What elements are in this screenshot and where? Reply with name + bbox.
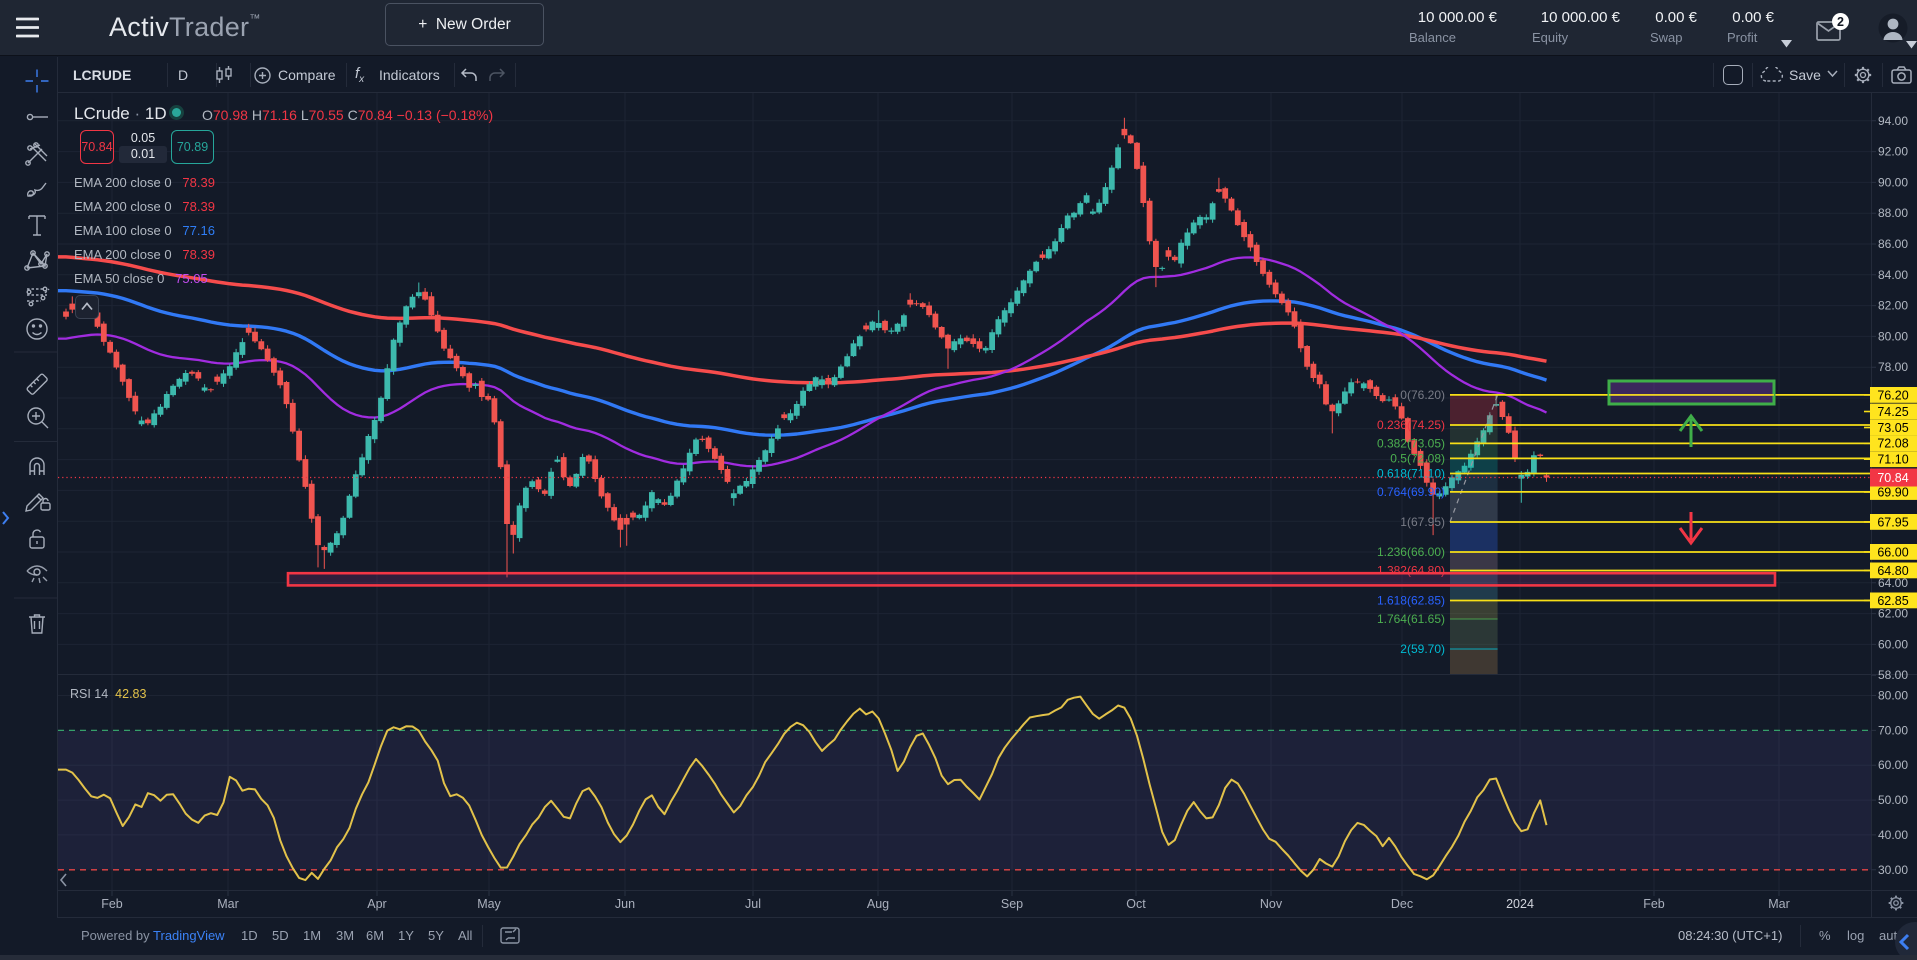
- svg-text:Dec: Dec: [1391, 897, 1413, 911]
- svg-text:0(76.20): 0(76.20): [1400, 388, 1445, 402]
- svg-text:70.84: 70.84: [1877, 471, 1908, 485]
- svg-text:70.00: 70.00: [1878, 723, 1908, 737]
- svg-text:Oct: Oct: [1126, 897, 1146, 911]
- svg-text:1.618(62.85): 1.618(62.85): [1377, 594, 1445, 608]
- svg-text:Mar: Mar: [1768, 897, 1790, 911]
- svg-text:76.20: 76.20: [1877, 388, 1908, 402]
- svg-text:0.5(72.08): 0.5(72.08): [1390, 451, 1445, 465]
- svg-text:2024: 2024: [1506, 897, 1534, 911]
- svg-text:92.00: 92.00: [1878, 145, 1908, 159]
- svg-text:62.85: 62.85: [1877, 594, 1908, 608]
- svg-text:Sep: Sep: [1001, 897, 1023, 911]
- svg-text:64.80: 64.80: [1877, 564, 1908, 578]
- svg-text:Jul: Jul: [745, 897, 761, 911]
- svg-text:1.236(66.00): 1.236(66.00): [1377, 545, 1445, 559]
- svg-text:72.08: 72.08: [1877, 437, 1908, 451]
- svg-text:69.90: 69.90: [1877, 485, 1908, 499]
- svg-text:74.25: 74.25: [1877, 405, 1908, 419]
- svg-text:Feb: Feb: [101, 897, 123, 911]
- svg-text:2(59.70): 2(59.70): [1400, 642, 1445, 656]
- svg-text:67.95: 67.95: [1877, 515, 1908, 529]
- svg-text:Aug: Aug: [867, 897, 889, 911]
- svg-text:Mar: Mar: [217, 897, 239, 911]
- svg-text:80.00: 80.00: [1878, 689, 1908, 703]
- svg-text:1(67.95): 1(67.95): [1400, 515, 1445, 529]
- svg-text:90.00: 90.00: [1878, 175, 1908, 189]
- svg-text:86.00: 86.00: [1878, 237, 1908, 251]
- svg-text:73.05: 73.05: [1877, 421, 1908, 435]
- svg-text:60.00: 60.00: [1878, 758, 1908, 772]
- svg-text:Jun: Jun: [615, 897, 635, 911]
- svg-text:71.10: 71.10: [1877, 453, 1908, 467]
- svg-text:82.00: 82.00: [1878, 299, 1908, 313]
- svg-text:0.236(74.25): 0.236(74.25): [1377, 418, 1445, 432]
- svg-text:94.00: 94.00: [1878, 114, 1908, 128]
- svg-text:40.00: 40.00: [1878, 828, 1908, 842]
- svg-text:2: 2: [1837, 15, 1844, 29]
- svg-text:88.00: 88.00: [1878, 206, 1908, 220]
- svg-text:May: May: [477, 897, 501, 911]
- svg-text:62.00: 62.00: [1878, 607, 1908, 621]
- svg-text:66.00: 66.00: [1877, 545, 1908, 559]
- svg-text:Nov: Nov: [1260, 897, 1283, 911]
- svg-text:64.00: 64.00: [1878, 576, 1908, 590]
- svg-text:50.00: 50.00: [1878, 793, 1908, 807]
- svg-text:58.00: 58.00: [1878, 668, 1908, 682]
- svg-text:80.00: 80.00: [1878, 329, 1908, 343]
- svg-text:0.618(71.10): 0.618(71.10): [1377, 467, 1445, 481]
- svg-text:0.382(73.05): 0.382(73.05): [1377, 436, 1445, 450]
- svg-text:84.00: 84.00: [1878, 268, 1908, 282]
- svg-text:30.00: 30.00: [1878, 863, 1908, 877]
- svg-text:0.764(69.90): 0.764(69.90): [1377, 485, 1445, 499]
- svg-text:60.00: 60.00: [1878, 637, 1908, 651]
- svg-text:1.764(61.65): 1.764(61.65): [1377, 612, 1445, 626]
- svg-text:78.00: 78.00: [1878, 360, 1908, 374]
- svg-text:Feb: Feb: [1643, 897, 1665, 911]
- svg-text:Apr: Apr: [367, 897, 386, 911]
